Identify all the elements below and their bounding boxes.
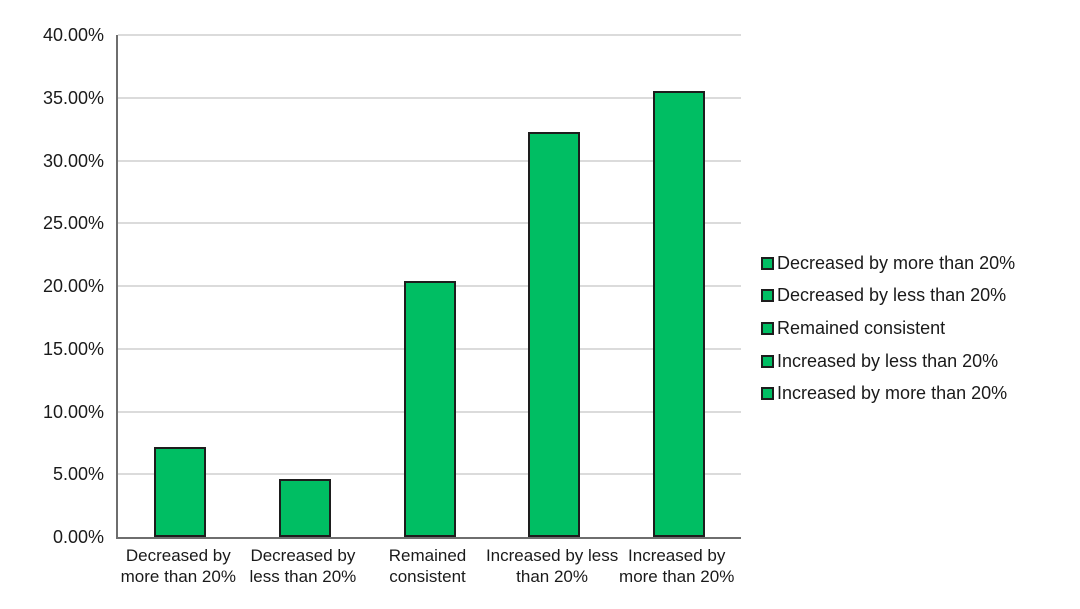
plot-area [116, 34, 741, 539]
legend-marker-icon [761, 289, 774, 303]
x-tick-label-line: Increased by [628, 546, 726, 565]
legend-label: Increased by more than 20% [777, 383, 1008, 404]
x-tick-label-4: Increased by more than 20% [614, 545, 739, 587]
gridline-30 [118, 159, 741, 162]
y-tick-label: 25.00% [42, 213, 104, 234]
bar-2 [403, 280, 456, 537]
x-tick-label-line: Increased by less [485, 546, 619, 565]
x-tick-label-2: Remained consistent [365, 545, 490, 587]
legend-label: Increased by less than 20% [777, 350, 999, 371]
legend-label: Remained consistent [777, 317, 946, 338]
x-tick-label-3: Increased by less than 20% [486, 545, 618, 587]
gridline-40 [118, 34, 741, 36]
legend-item-0: Decreased by more than 20% [761, 247, 1015, 280]
x-tick-label-line: than 20% [516, 567, 589, 586]
x-tick-label-line: Decreased by [250, 546, 356, 565]
legend-marker-icon [761, 354, 774, 368]
bar-1 [278, 479, 331, 537]
legend-item-2: Remained consistent [761, 312, 1015, 345]
bar-0 [154, 446, 207, 537]
legend-item-1: Decreased by less than 20% [761, 280, 1015, 313]
y-tick-label: 35.00% [42, 87, 104, 108]
legend-item-3: Increased by less than 20% [761, 345, 1015, 378]
y-tick-label: 40.00% [42, 25, 104, 45]
x-tick-label-line: consistent [389, 567, 466, 586]
bar-3 [528, 131, 581, 537]
x-tick-label-line: more than 20% [619, 567, 735, 586]
x-tick-label-line: less than 20% [249, 567, 357, 586]
y-tick-label: 10.00% [42, 401, 104, 422]
legend-marker-icon [761, 256, 774, 270]
x-tick-label-1: Decreased by less than 20% [241, 545, 366, 587]
gridline-25 [118, 222, 741, 225]
legend: Decreased by more than 20% Decreased by l… [761, 247, 1015, 410]
legend-item-4: Increased by more than 20% [761, 377, 1015, 410]
y-tick-label: 0.00% [52, 527, 104, 547]
x-tick-label-line: Decreased by [125, 546, 231, 565]
legend-marker-icon [761, 387, 774, 401]
y-tick-label: 5.00% [52, 464, 104, 485]
y-tick-label: 30.00% [42, 150, 104, 171]
x-tick-label-line: Remained [388, 546, 467, 565]
legend-label: Decreased by more than 20% [777, 252, 1016, 273]
bar-4 [652, 91, 705, 537]
x-tick-label-line: more than 20% [120, 567, 236, 586]
legend-label: Decreased by less than 20% [777, 285, 1007, 306]
gridline-35 [118, 96, 741, 99]
legend-marker-icon [761, 321, 774, 335]
y-tick-label: 15.00% [42, 338, 104, 359]
y-tick-label: 20.00% [42, 276, 104, 296]
x-tick-label-0: Decreased by more than 20% [116, 545, 241, 587]
